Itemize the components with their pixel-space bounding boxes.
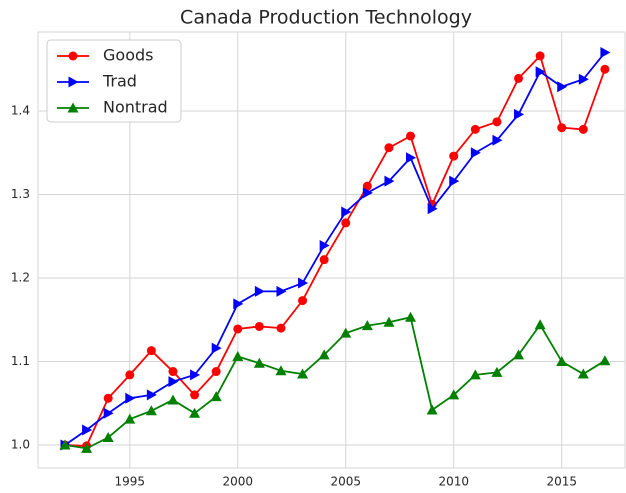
- y-tick-label: 1.3: [11, 187, 30, 201]
- marker: [124, 413, 136, 424]
- marker: [449, 175, 460, 187]
- marker: [361, 320, 373, 331]
- marker: [578, 73, 589, 85]
- marker: [298, 277, 309, 289]
- marker: [125, 370, 135, 380]
- legend-marker: [68, 76, 79, 88]
- marker: [406, 131, 416, 141]
- marker: [449, 151, 459, 161]
- marker: [405, 311, 417, 322]
- marker: [600, 64, 610, 74]
- marker: [276, 285, 287, 297]
- marker: [59, 439, 71, 450]
- y-tick-label: 1.2: [11, 271, 30, 285]
- marker: [427, 203, 438, 215]
- marker: [340, 327, 352, 338]
- marker: [557, 123, 567, 133]
- marker: [469, 369, 481, 380]
- marker: [514, 73, 524, 83]
- legend-label: Nontrad: [103, 98, 168, 117]
- marker: [253, 357, 265, 368]
- y-tick-label: 1.1: [11, 354, 30, 368]
- marker: [577, 368, 589, 379]
- plot-frame: [37, 31, 626, 469]
- marker: [470, 147, 481, 159]
- marker: [534, 319, 546, 330]
- marker: [384, 143, 394, 153]
- marker: [146, 389, 157, 401]
- x-tick-label: 2015: [546, 475, 577, 489]
- marker: [384, 175, 395, 187]
- marker: [491, 366, 503, 377]
- marker: [102, 432, 114, 443]
- marker: [254, 285, 265, 297]
- marker: [341, 218, 351, 228]
- series-line: [64, 316, 606, 450]
- x-tick-label: 2000: [222, 475, 253, 489]
- marker: [297, 368, 309, 379]
- y-tick-label: 1.0: [11, 438, 30, 452]
- marker: [189, 407, 201, 418]
- marker: [233, 298, 244, 310]
- marker: [211, 367, 221, 377]
- series-line: [64, 54, 606, 447]
- x-tick-label: 2010: [438, 475, 469, 489]
- marker: [557, 81, 568, 93]
- marker: [298, 296, 308, 306]
- marker: [513, 349, 525, 360]
- marker: [190, 369, 201, 381]
- x-tick-label: 2005: [330, 475, 361, 489]
- legend-marker: [68, 51, 78, 61]
- marker: [383, 316, 395, 327]
- marker: [82, 424, 93, 436]
- legend-marker: [67, 102, 79, 113]
- marker: [492, 117, 502, 127]
- marker: [145, 405, 157, 416]
- marker: [556, 356, 568, 367]
- marker: [319, 255, 329, 265]
- marker: [362, 187, 373, 199]
- marker: [146, 346, 156, 356]
- legend-label: Trad: [102, 72, 137, 91]
- marker: [426, 404, 438, 415]
- chart-title: Canada Production Technology: [180, 7, 472, 29]
- x-tick-label: 1995: [115, 475, 146, 489]
- marker: [233, 324, 243, 334]
- y-tick-label: 1.4: [11, 103, 30, 117]
- marker: [81, 442, 93, 453]
- marker: [103, 393, 113, 403]
- marker: [318, 349, 330, 360]
- marker: [168, 367, 178, 377]
- legend: Goods Trad Nontrad: [46, 39, 182, 123]
- marker: [319, 239, 330, 251]
- marker: [600, 47, 611, 59]
- marker: [599, 355, 611, 366]
- marker: [210, 391, 222, 402]
- marker: [232, 351, 244, 362]
- marker: [125, 392, 136, 404]
- legend-box: [46, 39, 182, 123]
- marker: [535, 51, 545, 61]
- marker: [211, 342, 222, 354]
- marker: [103, 407, 114, 419]
- marker: [190, 390, 200, 400]
- marker: [275, 365, 287, 376]
- marker: [341, 206, 352, 218]
- marker: [168, 376, 179, 388]
- marker: [514, 108, 525, 120]
- marker: [406, 152, 417, 164]
- marker: [362, 181, 372, 191]
- marker: [470, 124, 480, 134]
- marker: [167, 394, 179, 405]
- legend-label: Goods: [103, 46, 153, 65]
- marker: [276, 323, 286, 333]
- marker: [254, 321, 264, 331]
- marker: [578, 124, 588, 134]
- marker: [448, 389, 460, 400]
- marker: [492, 134, 503, 146]
- marker: [535, 66, 546, 78]
